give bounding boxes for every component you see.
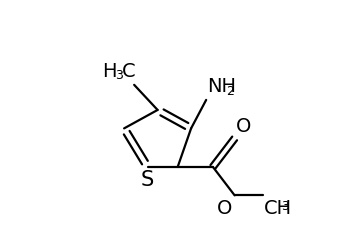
Text: CH: CH — [264, 199, 292, 218]
Text: 2: 2 — [226, 84, 234, 98]
Text: O: O — [236, 117, 252, 136]
Text: 3: 3 — [115, 70, 123, 83]
Text: C: C — [122, 62, 136, 81]
Text: S: S — [141, 170, 154, 190]
Text: O: O — [216, 199, 232, 218]
Text: 3: 3 — [281, 200, 289, 213]
Text: H: H — [102, 62, 117, 81]
Text: NH: NH — [207, 77, 236, 96]
